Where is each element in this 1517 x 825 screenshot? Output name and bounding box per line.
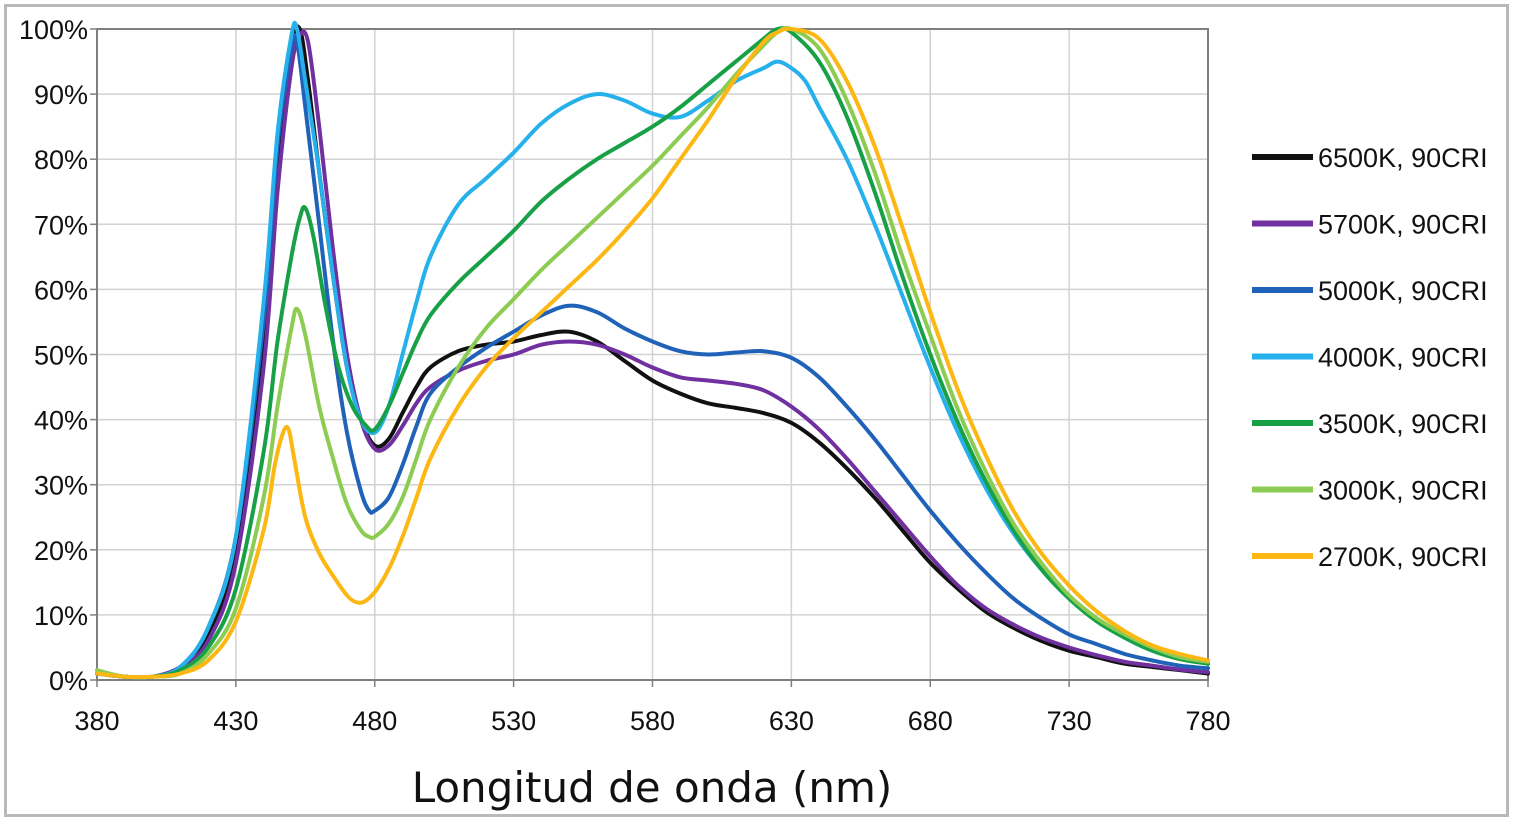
x-tick-labels: 380 430 480 530 580 630 680 730 780 [74, 706, 1230, 736]
legend-label: 4000K, 90CRI [1318, 343, 1488, 373]
x-axis-label: Longitud de onda (nm) [412, 763, 893, 812]
series-lines [95, 20, 1210, 680]
legend-label: 2700K, 90CRI [1318, 542, 1488, 572]
series-line-1 [95, 29, 1210, 680]
legend-label: 6500K, 90CRI [1318, 143, 1488, 173]
series-line-4 [95, 26, 1210, 680]
legend-label: 3500K, 90CRI [1318, 409, 1488, 439]
y-tick-label: 30% [34, 471, 88, 501]
y-tick-labels: 0% 10% 20% 30% 40% 50% 60% 70% 80% 90% 100% [19, 15, 88, 696]
legend-label: 3000K, 90CRI [1318, 476, 1488, 506]
y-tick-label: 100% [19, 15, 88, 45]
legend: 6500K, 90CRI 5700K, 90CRI 5000K, 90CRI 4000… [1252, 143, 1488, 572]
y-tick-label: 80% [34, 145, 88, 175]
x-tick-label: 480 [352, 706, 397, 736]
x-tick-label: 730 [1047, 706, 1092, 736]
series-line-5 [95, 25, 1210, 680]
legend-label: 5000K, 90CRI [1318, 276, 1488, 306]
legend-label: 5700K, 90CRI [1318, 210, 1488, 240]
y-tick-label: 60% [34, 275, 88, 305]
y-tick-label: 20% [34, 536, 88, 566]
x-tick-label: 630 [769, 706, 814, 736]
plot-border [96, 28, 1209, 681]
series-line-6 [95, 26, 1210, 680]
y-tick-label: 90% [34, 80, 88, 110]
y-tick-label: 40% [34, 406, 88, 436]
series-line-3 [95, 20, 1210, 680]
x-tick-label: 780 [1185, 706, 1230, 736]
x-tick-label: 680 [908, 706, 953, 736]
x-tick-label: 580 [630, 706, 675, 736]
chart-frame [4, 4, 1509, 817]
y-tick-label: 50% [34, 341, 88, 371]
x-tick-label: 430 [213, 706, 258, 736]
x-tick-label: 530 [491, 706, 536, 736]
y-tick-label: 70% [34, 210, 88, 240]
y-tick-label: 0% [49, 666, 88, 696]
y-tick-label: 10% [34, 601, 88, 631]
x-tick-label: 380 [74, 706, 119, 736]
